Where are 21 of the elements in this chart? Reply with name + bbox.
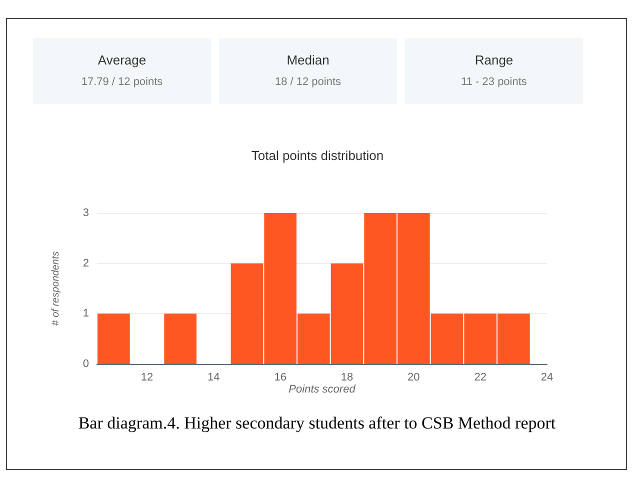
- text: Bar diagram.4. Higher secondary students after to CSB Method report: [78, 414, 556, 432]
- chart-title: Total points distribution: [251, 148, 384, 163]
- y-axis-title: # of respondents: [50, 251, 62, 326]
- x-tick-label: 14: [208, 372, 220, 384]
- text: 11 - 23 points: [461, 76, 528, 88]
- x-tick-label: 12: [140, 372, 154, 384]
- text: Average: [98, 52, 146, 68]
- y-tick-label: 0: [82, 358, 89, 370]
- x-tick-label: 22: [474, 372, 486, 384]
- y-tick-label: 2: [82, 257, 89, 270]
- x-tick-label: 24: [540, 372, 554, 384]
- y-tick-label: 3: [82, 207, 89, 219]
- x-tick-label: 20: [408, 372, 420, 384]
- y-tick-label: 1: [82, 308, 89, 320]
- x-tick-label: 18: [340, 372, 354, 384]
- x-axis-title: Points scored: [288, 384, 356, 396]
- x-tick-label: 16: [274, 372, 286, 384]
- text: 17.79 / 12 points: [81, 76, 164, 88]
- text: Median: [286, 52, 330, 68]
- text: 18 / 12 points: [274, 76, 342, 88]
- text: Range: [474, 52, 514, 68]
